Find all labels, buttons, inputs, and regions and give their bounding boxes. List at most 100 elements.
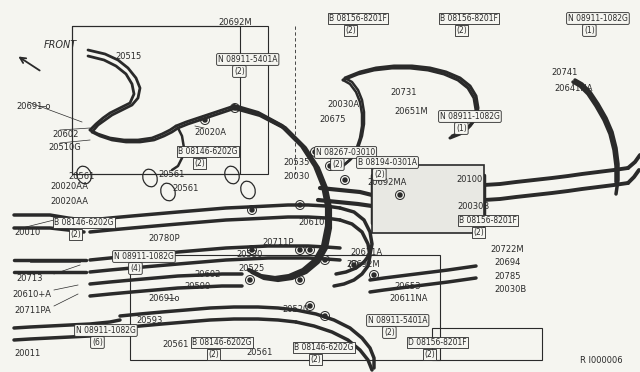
Text: 20692MA: 20692MA xyxy=(367,178,406,187)
Text: (2): (2) xyxy=(456,26,467,35)
Text: FRONT: FRONT xyxy=(44,40,77,50)
Text: 20525: 20525 xyxy=(238,264,264,273)
Text: N 08911-5401A: N 08911-5401A xyxy=(218,55,278,64)
Text: (2): (2) xyxy=(374,170,385,179)
Text: (2): (2) xyxy=(208,350,219,359)
Text: (2): (2) xyxy=(473,228,484,237)
Text: N 08911-1082G: N 08911-1082G xyxy=(440,112,500,121)
Text: 20561: 20561 xyxy=(172,184,198,193)
Circle shape xyxy=(328,164,332,168)
Bar xyxy=(72,26,268,174)
Text: —o: —o xyxy=(38,102,51,111)
Text: (1): (1) xyxy=(584,26,595,35)
Text: 20535: 20535 xyxy=(283,158,309,167)
Text: (2): (2) xyxy=(345,26,356,35)
Circle shape xyxy=(308,248,312,252)
Circle shape xyxy=(203,118,207,122)
Circle shape xyxy=(298,248,302,252)
Text: 20785: 20785 xyxy=(494,272,520,281)
Text: 20675: 20675 xyxy=(319,115,346,124)
Text: 20692M: 20692M xyxy=(346,260,380,269)
Text: R I000006: R I000006 xyxy=(580,356,623,365)
Text: 20030A: 20030A xyxy=(327,100,359,109)
Text: 20530: 20530 xyxy=(236,250,262,259)
Text: 20653: 20653 xyxy=(394,282,420,291)
Text: B 08194-0301A: B 08194-0301A xyxy=(358,158,417,167)
Text: (6): (6) xyxy=(92,338,103,347)
Text: —o: —o xyxy=(167,294,180,303)
Circle shape xyxy=(343,178,347,182)
Text: 20561: 20561 xyxy=(162,340,188,349)
Text: 20741: 20741 xyxy=(551,68,577,77)
Text: 20520: 20520 xyxy=(282,305,308,314)
Text: 20602: 20602 xyxy=(194,270,220,279)
Text: 20030B: 20030B xyxy=(494,285,526,294)
Text: 20020AA: 20020AA xyxy=(50,197,88,206)
Text: 20621A: 20621A xyxy=(350,248,382,257)
Text: 20641NA: 20641NA xyxy=(554,84,593,93)
Circle shape xyxy=(250,208,254,212)
Bar xyxy=(372,165,484,233)
Text: 20780P: 20780P xyxy=(148,234,180,243)
Text: B 08146-6202G: B 08146-6202G xyxy=(192,338,252,347)
Circle shape xyxy=(308,304,312,308)
Text: B 08146-6202G: B 08146-6202G xyxy=(294,343,353,352)
Text: (2): (2) xyxy=(384,328,395,337)
Circle shape xyxy=(233,106,237,110)
Text: 20722M: 20722M xyxy=(490,245,524,254)
Text: N 08911-1082G: N 08911-1082G xyxy=(76,326,136,335)
Text: 20610+A: 20610+A xyxy=(12,290,51,299)
Text: B 08146-6202G: B 08146-6202G xyxy=(54,218,113,227)
Text: 20731: 20731 xyxy=(390,88,417,97)
Circle shape xyxy=(323,258,327,262)
Text: (2): (2) xyxy=(424,350,435,359)
Text: 20711P: 20711P xyxy=(262,238,294,247)
Bar xyxy=(432,328,542,360)
Text: 20711PA: 20711PA xyxy=(14,306,51,315)
Text: N 08911-5401A: N 08911-5401A xyxy=(368,316,428,325)
Circle shape xyxy=(298,278,302,282)
Text: 20590: 20590 xyxy=(184,282,211,291)
Text: (1): (1) xyxy=(456,124,467,133)
Text: 20030B: 20030B xyxy=(457,202,489,211)
Text: B 08156-8201F: B 08156-8201F xyxy=(440,14,498,23)
Text: D 08156-8201F: D 08156-8201F xyxy=(408,338,467,347)
Text: 20011: 20011 xyxy=(14,349,40,358)
Text: N 08911-1082G: N 08911-1082G xyxy=(568,14,628,23)
Text: 20611NA: 20611NA xyxy=(389,294,428,303)
Text: (2): (2) xyxy=(70,230,81,239)
Text: 20515: 20515 xyxy=(115,52,141,61)
Text: 20561: 20561 xyxy=(68,172,94,181)
Text: (2): (2) xyxy=(310,355,321,364)
Text: B 08146-6202G: B 08146-6202G xyxy=(178,147,237,156)
Text: N 08911-1082G: N 08911-1082G xyxy=(114,252,174,261)
Bar xyxy=(72,26,240,174)
Circle shape xyxy=(372,273,376,277)
Text: 20651M: 20651M xyxy=(394,107,428,116)
Text: 20100: 20100 xyxy=(456,175,483,184)
Text: 20691: 20691 xyxy=(16,102,42,111)
Text: 20593: 20593 xyxy=(136,316,163,325)
Text: 20020A: 20020A xyxy=(194,128,226,137)
Text: (2): (2) xyxy=(234,67,244,76)
Text: B 08156-8201F: B 08156-8201F xyxy=(459,216,517,225)
Circle shape xyxy=(250,248,254,252)
Text: 20030: 20030 xyxy=(283,172,309,181)
Text: 20602: 20602 xyxy=(52,130,78,139)
Circle shape xyxy=(313,150,317,154)
Circle shape xyxy=(398,193,402,197)
Text: 20010: 20010 xyxy=(14,228,40,237)
Text: 20610: 20610 xyxy=(298,218,324,227)
Text: 20692M: 20692M xyxy=(218,18,252,27)
Circle shape xyxy=(298,203,302,207)
Text: 20694: 20694 xyxy=(494,258,520,267)
Text: N 08267-03010: N 08267-03010 xyxy=(316,148,375,157)
Circle shape xyxy=(352,263,356,267)
Text: (2): (2) xyxy=(194,159,205,168)
Text: 20561: 20561 xyxy=(246,348,273,357)
Text: (4): (4) xyxy=(130,264,141,273)
Text: 20561: 20561 xyxy=(158,170,184,179)
Text: 20510G: 20510G xyxy=(48,143,81,152)
Text: 20691: 20691 xyxy=(148,294,174,303)
Bar xyxy=(130,255,440,360)
